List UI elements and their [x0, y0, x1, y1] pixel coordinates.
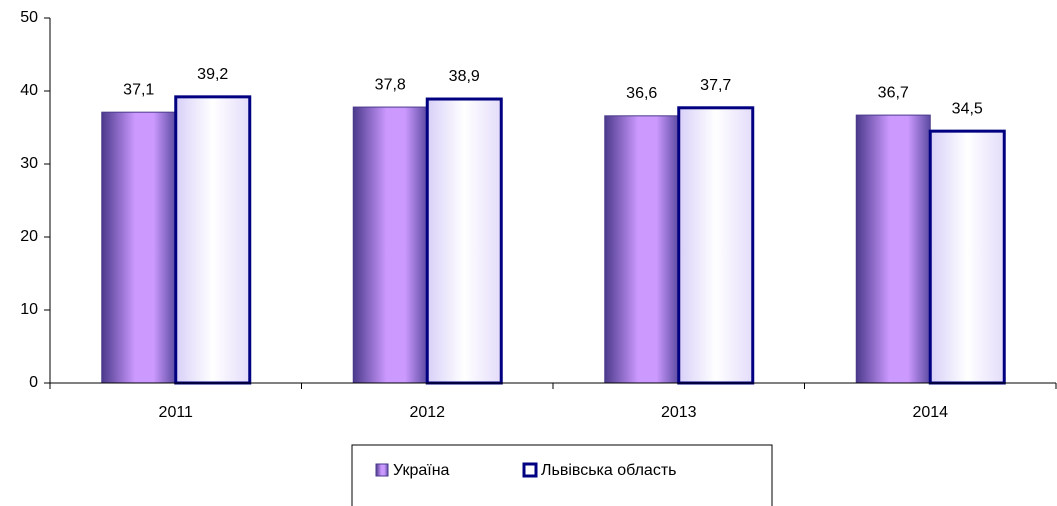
x-tick-label: 2014: [912, 404, 948, 421]
legend-box: [351, 444, 773, 506]
value-label: 36,7: [878, 84, 909, 101]
legend-label: Україна: [393, 462, 450, 479]
bar: [928, 129, 1006, 385]
x-tick-label: 2013: [661, 404, 697, 421]
value-label: 36,6: [626, 85, 657, 102]
value-label: 39,2: [197, 66, 228, 83]
value-label: 37,1: [123, 81, 154, 98]
bar: [425, 97, 503, 385]
bar: [352, 106, 428, 384]
x-tick-label: 2012: [409, 404, 445, 421]
bar: [604, 115, 680, 384]
bar: [174, 95, 252, 385]
value-label: 37,8: [375, 76, 406, 93]
legend-label: Львівська область: [541, 462, 676, 479]
legend-swatch: [522, 462, 538, 478]
bar: [101, 111, 177, 384]
x-tick-label: 2011: [159, 404, 194, 421]
y-tick-label: 30: [20, 155, 38, 172]
y-tick-label: 40: [20, 82, 38, 99]
y-tick-label: 0: [29, 374, 38, 391]
value-label: 34,5: [952, 100, 983, 117]
y-tick-label: 10: [20, 301, 38, 318]
y-tick-label: 50: [20, 9, 38, 26]
value-label: 37,7: [700, 77, 731, 94]
value-label: 38,9: [449, 68, 480, 85]
bar: [677, 106, 755, 385]
bar: [855, 114, 931, 384]
legend-swatch: [375, 463, 389, 477]
y-tick-label: 20: [20, 228, 38, 245]
